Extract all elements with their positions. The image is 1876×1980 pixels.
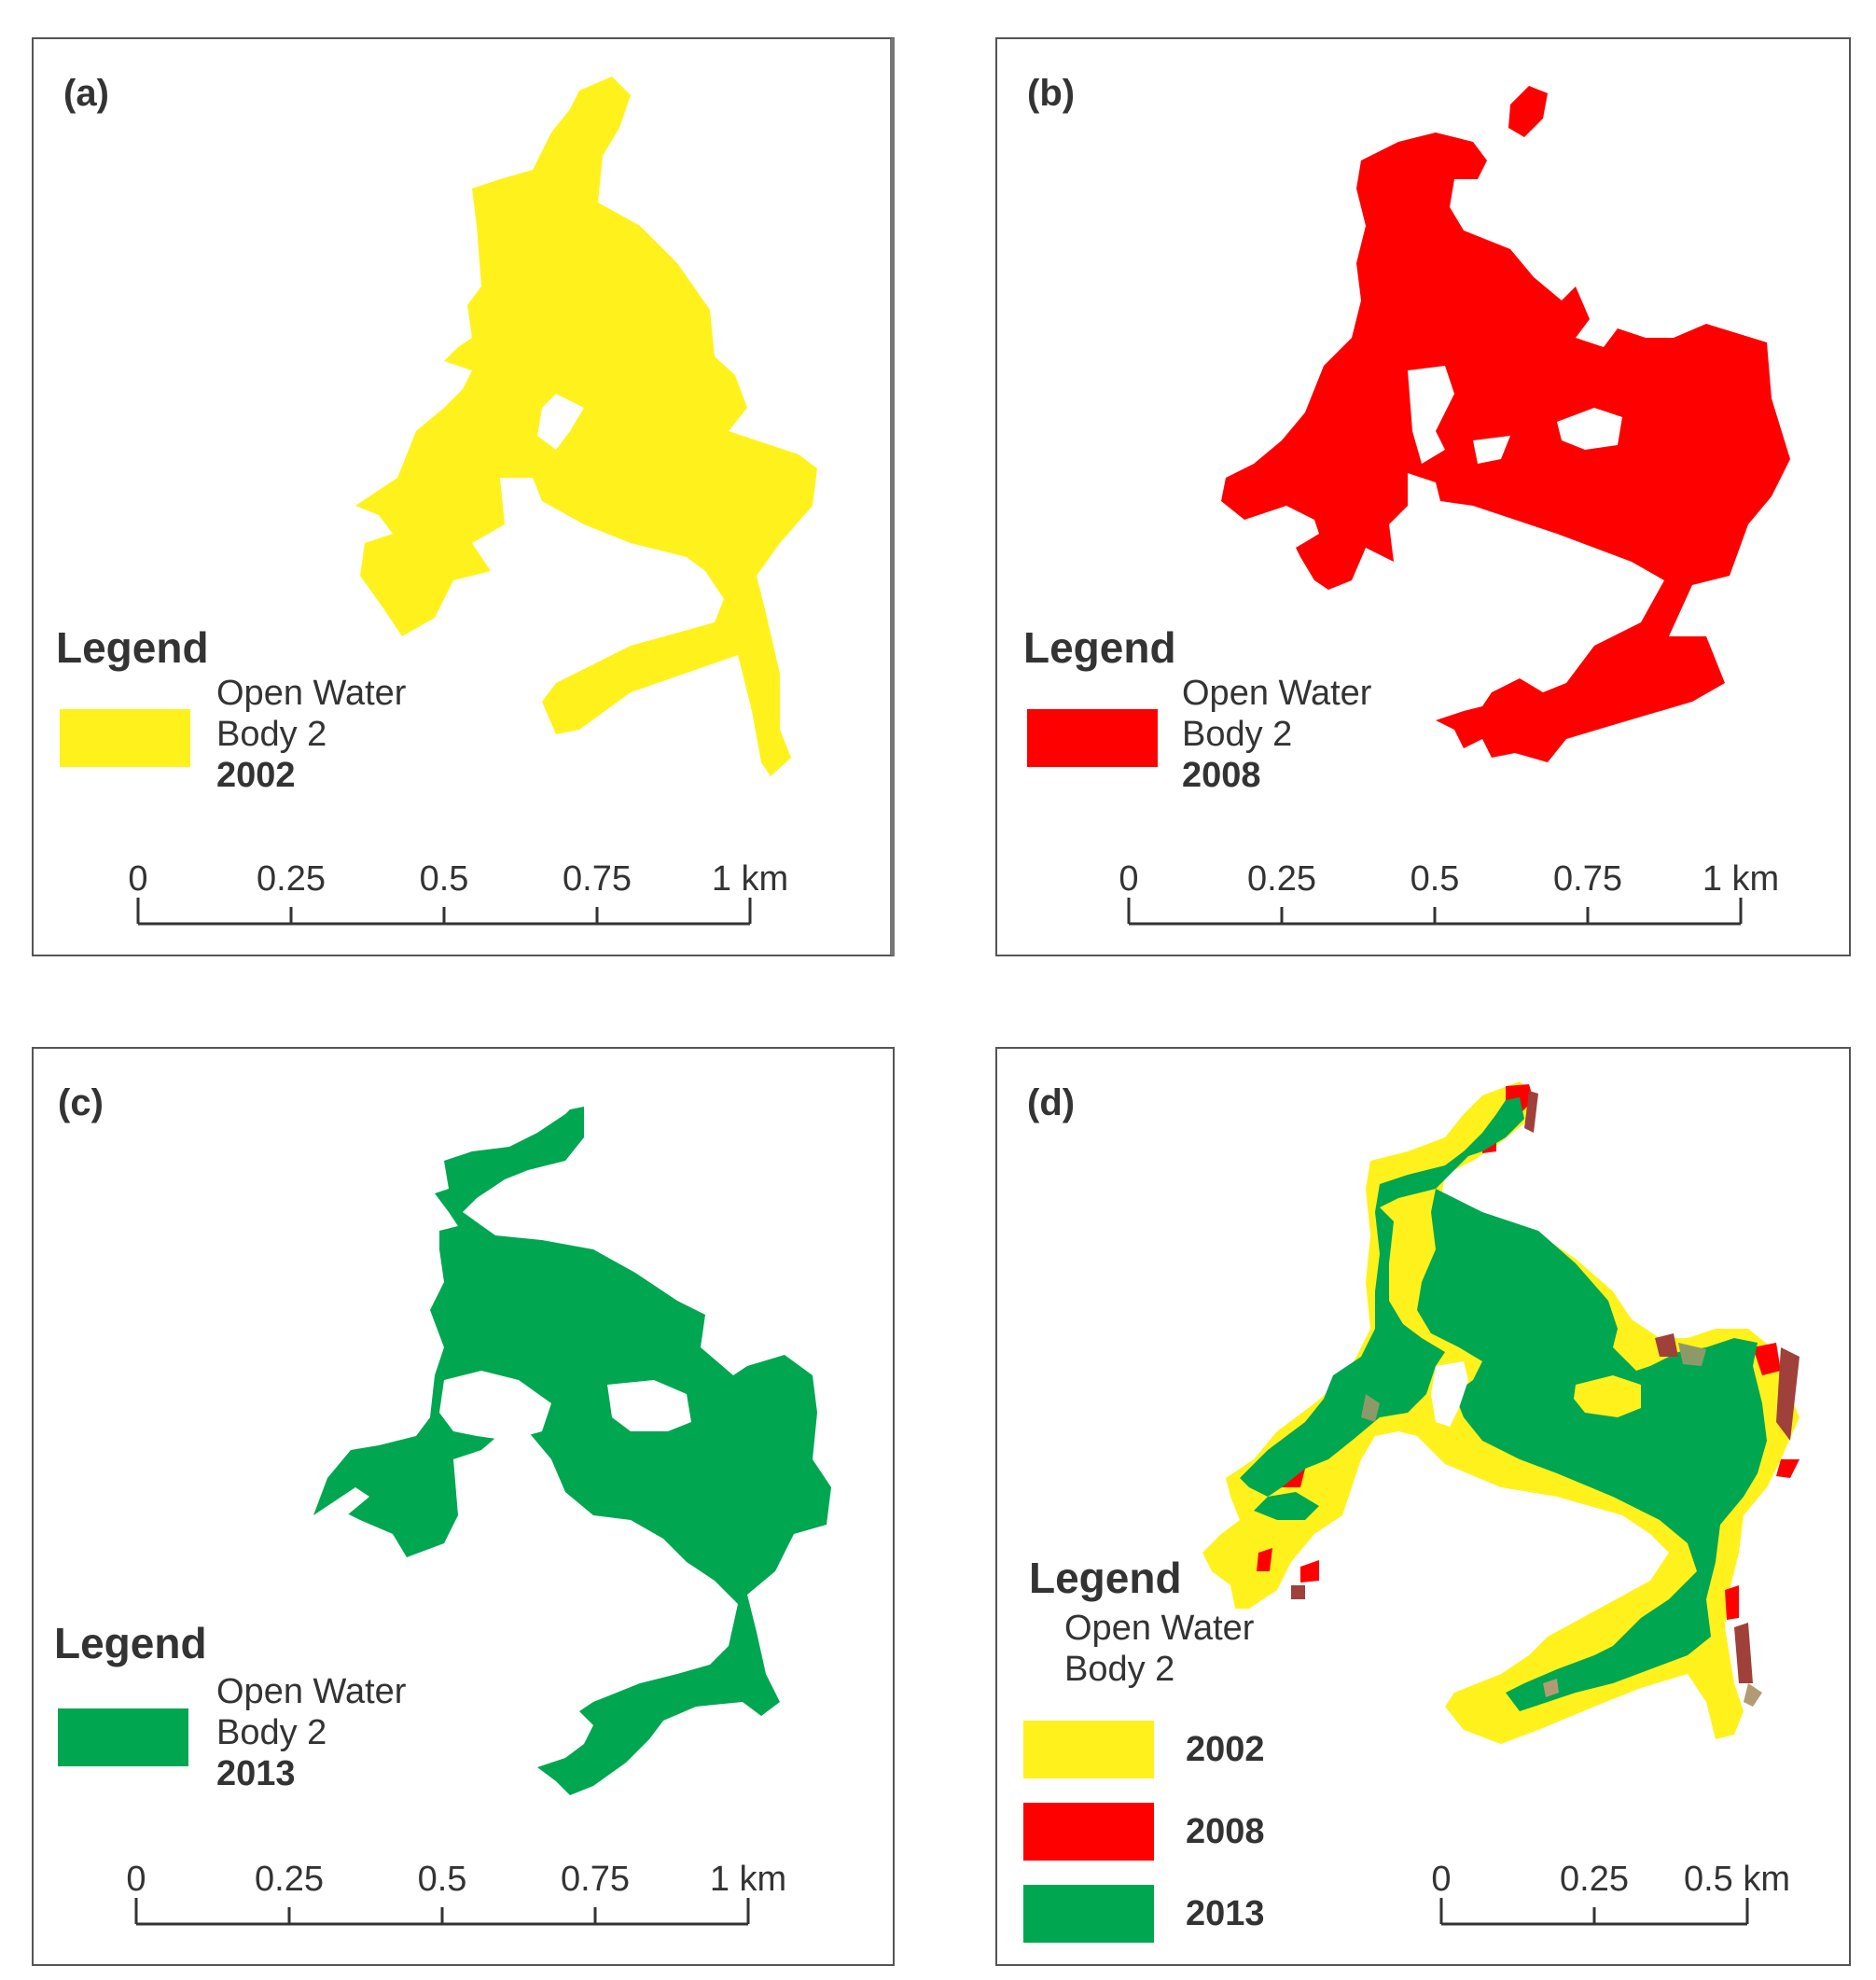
water-body-2008-inner-gap xyxy=(1557,408,1622,450)
water-body-inner-gap xyxy=(1574,1375,1641,1417)
water-body-2008-island xyxy=(1508,86,1548,137)
water-body-2008-layer xyxy=(1725,1585,1739,1620)
legend-year: 2008 xyxy=(1182,756,1261,795)
water-body-2013-layer xyxy=(1417,1189,1767,1711)
scale-tick-label: 1 km xyxy=(710,1860,786,1899)
water-body-2008-layer xyxy=(1257,1548,1272,1571)
panel-label: (a) xyxy=(63,73,109,114)
legend-swatch-2013 xyxy=(1023,1885,1154,1943)
legend-label-line2: Body 2 xyxy=(1064,1650,1175,1689)
scale-tick-label: 0.5 xyxy=(418,1860,467,1899)
legend-swatch-2002 xyxy=(1023,1721,1154,1778)
water-body-mixed-change-edge xyxy=(1291,1585,1305,1599)
water-body-2002-gap xyxy=(537,394,584,450)
map-panel-c: (c) Legend Open Water Body 2 2013 0 0.25… xyxy=(32,1047,895,1966)
water-body-2013-inner-gap xyxy=(439,1371,551,1441)
legend-label-line2: Body 2 xyxy=(216,715,327,754)
legend-label-line1: Open Water xyxy=(216,1672,407,1711)
legend-swatch-2002 xyxy=(60,709,190,767)
water-body-mixed-change-edge xyxy=(1678,1343,1706,1366)
water-body-2013-inner-gap xyxy=(607,1380,691,1431)
water-body-mixed-change-edge xyxy=(1776,1347,1800,1441)
map-panel-a: (a) Legend Open Water Body 2 2002 0 0.25… xyxy=(32,37,895,956)
water-body-inner-gap xyxy=(1431,1361,1468,1427)
legend-swatch-2008 xyxy=(1027,709,1158,767)
water-body-mixed-change-edge xyxy=(1734,1623,1753,1683)
water-body-2013-layer xyxy=(1240,1097,1524,1497)
legend-swatch-2008 xyxy=(1023,1803,1154,1861)
water-body-mixed-change-edge xyxy=(1524,1091,1538,1133)
scale-tick-label: 0.25 xyxy=(1247,859,1316,899)
water-body-2013-inner-gap xyxy=(313,1487,369,1520)
water-body-2013-layer xyxy=(1254,1492,1319,1520)
legend-swatch-2013 xyxy=(58,1708,188,1766)
panel-label: (c) xyxy=(58,1082,104,1123)
water-body-2013-polygon xyxy=(313,1107,831,1795)
legend-year-2008: 2008 xyxy=(1186,1812,1265,1851)
scale-tick-label: 0 xyxy=(128,859,147,899)
legend-year: 2002 xyxy=(216,756,296,795)
legend-title: Legend xyxy=(54,1619,207,1667)
scale-tick-label: 0.5 xyxy=(420,859,469,899)
panel-label: (d) xyxy=(1027,1082,1076,1123)
map-panel-b: (b) Legend Open Water Body 2 2008 0 0.25… xyxy=(995,37,1851,956)
scale-bar: 0 0.25 0.5 0.75 1 km xyxy=(128,859,788,926)
scale-tick-label: 1 km xyxy=(712,859,788,899)
scale-tick-label: 1 km xyxy=(1702,859,1779,899)
legend-title: Legend xyxy=(1023,623,1176,672)
water-body-2008-inner-gap xyxy=(1408,366,1454,464)
legend-year: 2013 xyxy=(216,1754,296,1793)
scale-tick-label: 0.25 xyxy=(257,859,326,899)
water-body-2008-layer xyxy=(1776,1459,1800,1478)
scale-tick-label: 0 xyxy=(1431,1860,1451,1899)
panel-label: (b) xyxy=(1027,73,1076,114)
legend-label-line1: Open Water xyxy=(1182,674,1372,713)
water-body-mixed-change-edge xyxy=(1543,1679,1559,1697)
water-body-2008-inner-gap xyxy=(1473,436,1510,464)
water-body-2002-polygon xyxy=(355,77,817,776)
map-panel-d: (d) Legend Open Water Body 2 2002 2008 2… xyxy=(995,1047,1851,1966)
scale-tick-label: 0.5 xyxy=(1410,859,1460,899)
water-body-mixed-change-edge xyxy=(1655,1333,1678,1357)
legend-title: Legend xyxy=(1029,1554,1182,1602)
scale-bar: 0 0.25 0.5 km xyxy=(1431,1860,1790,1926)
scale-tick-label: 0.75 xyxy=(561,1860,630,1899)
legend-year-2002: 2002 xyxy=(1186,1730,1265,1769)
water-body-2008-layer xyxy=(1753,1343,1781,1375)
scale-bar: 0 0.25 0.5 0.75 1 km xyxy=(126,1860,786,1926)
legend-year-2013: 2013 xyxy=(1186,1894,1265,1933)
legend-label-line1: Open Water xyxy=(1064,1609,1255,1648)
legend-title: Legend xyxy=(56,623,209,672)
legend-label-line1: Open Water xyxy=(216,674,407,713)
scale-tick-label: 0.5 km xyxy=(1684,1860,1790,1899)
water-body-2008-layer xyxy=(1300,1560,1319,1583)
water-body-mixed-change-edge xyxy=(1744,1683,1762,1707)
scale-bar: 0 0.25 0.5 0.75 1 km xyxy=(1119,859,1779,926)
scale-tick-label: 0.25 xyxy=(1560,1860,1629,1899)
water-body-change-overlay-map xyxy=(1202,1081,1800,1744)
water-body-map-2013 xyxy=(313,1107,831,1795)
legend-label-line2: Body 2 xyxy=(216,1713,327,1752)
scale-tick-label: 0 xyxy=(126,1860,146,1899)
scale-tick-label: 0.25 xyxy=(255,1860,324,1899)
water-body-map-2002 xyxy=(355,77,817,776)
water-body-map-2008 xyxy=(1221,86,1790,762)
water-body-mixed-change-edge xyxy=(1361,1394,1380,1422)
scale-tick-label: 0.75 xyxy=(1553,859,1622,899)
scale-tick-label: 0 xyxy=(1119,859,1138,899)
scale-tick-label: 0.75 xyxy=(563,859,632,899)
legend-label-line2: Body 2 xyxy=(1182,715,1293,754)
